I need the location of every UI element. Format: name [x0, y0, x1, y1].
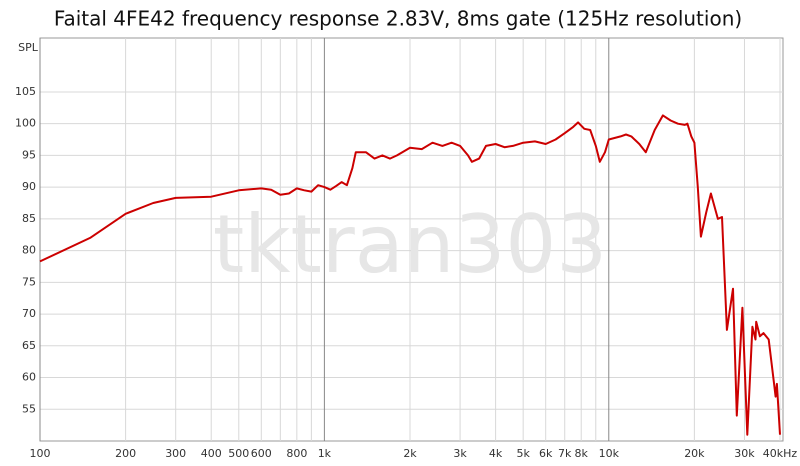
- y-tick-label: 100: [15, 117, 36, 130]
- watermark: tktran303: [213, 198, 607, 291]
- x-tick-label: 100: [30, 447, 51, 460]
- y-tick-label: 60: [22, 371, 36, 384]
- y-tick-label: 85: [22, 212, 36, 225]
- response-line: [39, 114, 781, 436]
- x-tick-label: 7k: [558, 447, 572, 460]
- x-tick-label: 8k: [575, 447, 589, 460]
- x-tick-label: 2k: [403, 447, 417, 460]
- x-tick-label: 6k: [539, 447, 553, 460]
- x-tick-label: 30k: [734, 447, 755, 460]
- x-tick-label: 40kHz: [763, 447, 798, 460]
- x-tick-label: 1k: [318, 447, 332, 460]
- x-tick-label: 10k: [599, 447, 620, 460]
- y-tick-label: 105: [15, 85, 36, 98]
- y-tick-label: 55: [22, 402, 36, 415]
- x-tick-label: 600: [251, 447, 272, 460]
- x-tick-label: 300: [165, 447, 186, 460]
- y-tick-label: 75: [22, 275, 36, 288]
- x-tick-label: 400: [201, 447, 222, 460]
- y-tick-label: 65: [22, 339, 36, 352]
- x-tick-label: 200: [115, 447, 136, 460]
- y-tick-label: 70: [22, 307, 36, 320]
- x-tick-label: 800: [286, 447, 307, 460]
- y-tick-label: 80: [22, 244, 36, 257]
- y-tick-label: 95: [22, 148, 36, 161]
- y-axis-label: SPL: [18, 41, 39, 54]
- x-tick-label: 5k: [516, 447, 530, 460]
- y-tick-label: 90: [22, 180, 36, 193]
- x-tick-label: 3k: [453, 447, 467, 460]
- plot-area: [39, 37, 784, 442]
- chart-title: Faital 4FE42 frequency response 2.83V, 8…: [54, 7, 742, 31]
- x-tick-label: 4k: [489, 447, 503, 460]
- x-tick-label: 500: [228, 447, 249, 460]
- x-tick-label: 20k: [684, 447, 705, 460]
